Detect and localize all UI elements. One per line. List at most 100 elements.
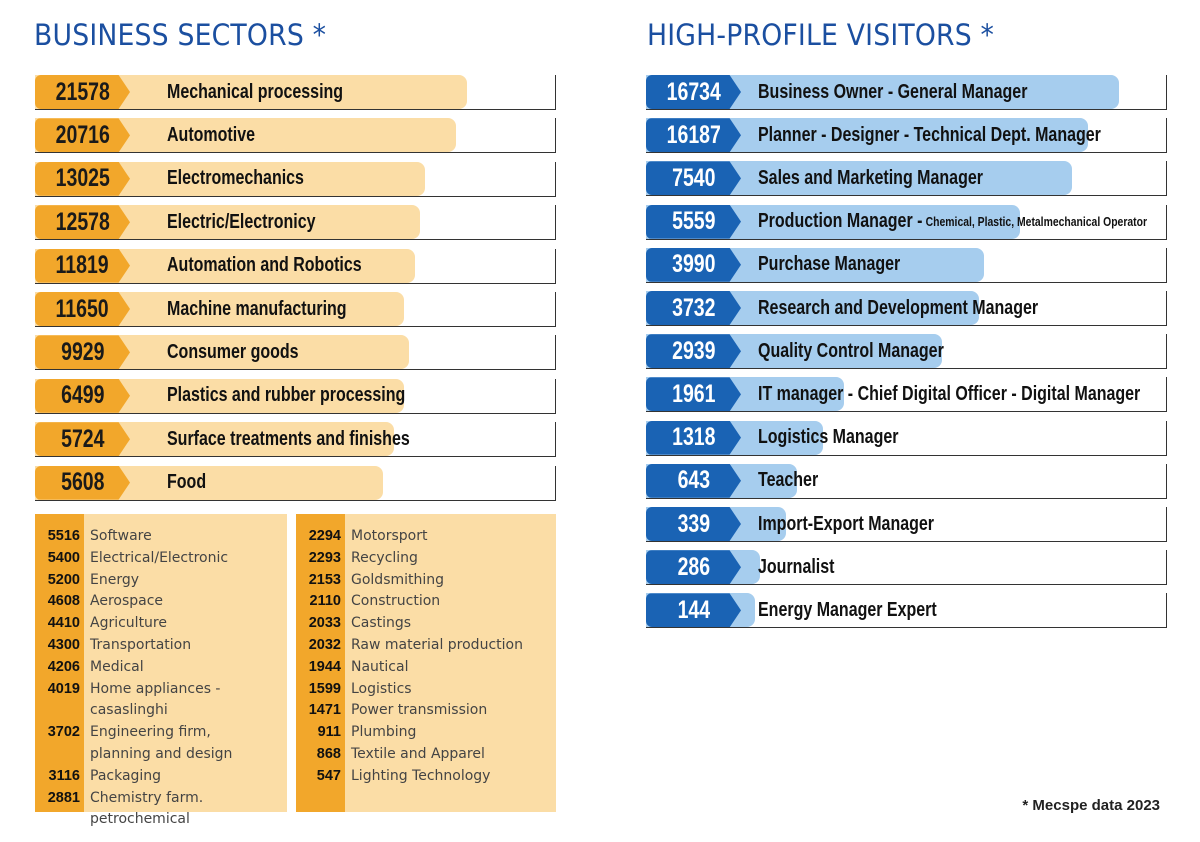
value-badge: 12578 (35, 205, 130, 240)
list-item: 868 Textile and Apparel (296, 744, 556, 766)
sector-label: Castings (351, 615, 412, 632)
sector-value: 1599 (308, 680, 341, 697)
chart-row: 12578 Electric/Electronicy (35, 205, 556, 241)
chart-row: 5559 Production Manager - Chemical, Plasti… (646, 204, 1167, 240)
list-item: 2294 Motorsport (296, 526, 556, 548)
value-label: 5724 (60, 424, 105, 453)
value-label: 5608 (60, 468, 105, 497)
value-badge: 21578 (35, 75, 130, 109)
sector-value: 2881 (47, 789, 80, 806)
category-label: Logistics Manager (758, 426, 899, 449)
sector-label: Chemistry farm. petrochemical (90, 789, 204, 828)
value-badge: 16734 (646, 75, 741, 109)
chart-row: 2939 Quality Control Manager (646, 334, 1167, 370)
value-label: 21578 (55, 77, 110, 106)
sector-value: 1944 (308, 658, 341, 675)
chart-row: 9929 Consumer goods (35, 335, 556, 371)
value-badge: 286 (646, 550, 741, 585)
value-badge: 6499 (35, 378, 130, 413)
category-label: Journalist (758, 555, 835, 578)
sector-value: 2294 (308, 528, 341, 544)
sector-value: 2032 (308, 636, 341, 653)
list-item: 4608 Aerospace (35, 591, 287, 613)
sector-value: 4019 (47, 680, 80, 697)
category-label: Consumer goods (167, 340, 299, 363)
other-sectors-panel-left: 5516 Software 5400 Electrical/Electronic 520… (35, 514, 287, 827)
list-item: 2881 Chemistry farm. petrochemical (35, 788, 287, 832)
value-badge: 13025 (35, 161, 130, 196)
sector-label: Plumbing (351, 724, 417, 741)
list-item: 5516 Software (35, 526, 287, 548)
value-label: 339 (677, 509, 710, 538)
visitors-title: HIGH-PROFILE VISITORS * (647, 18, 995, 52)
value-badge: 9929 (35, 335, 130, 370)
category-label: Surface treatments and finishes (167, 427, 410, 450)
sector-label: Construction (351, 593, 441, 610)
value-label: 11650 (55, 294, 110, 323)
category-label: Machine manufacturing (167, 297, 347, 320)
value-label: 9929 (60, 337, 105, 366)
value-badge: 16187 (646, 118, 741, 153)
chart-row: 11819 Automation and Robotics (35, 248, 556, 284)
category-label: Production Manager - Chemical, Plastic, M… (758, 210, 1148, 233)
chart-row: 1961 IT manager - Chief Digital Officer -… (646, 377, 1167, 413)
value-label: 1961 (671, 379, 716, 408)
sector-value: 4300 (47, 636, 80, 653)
sector-value: 2033 (308, 615, 341, 632)
list-item: 2032 Raw material production (296, 635, 556, 657)
list-item: 5400 Electrical/Electronic (35, 548, 287, 570)
category-label: Energy Manager Expert (758, 598, 937, 621)
list-item: 2153 Goldsmithing (296, 570, 556, 592)
sector-label: Motorsport (351, 528, 428, 544)
value-badge: 643 (646, 463, 741, 498)
value-label: 643 (677, 466, 710, 495)
sector-label: Medical (90, 658, 144, 675)
sector-label: Lighting Technology (351, 767, 491, 784)
value-badge: 3732 (646, 291, 741, 325)
value-label: 5559 (671, 207, 716, 236)
chart-row: 643 Teacher (646, 463, 1167, 499)
category-label: Business Owner - General Manager (758, 80, 1028, 103)
value-label: 12578 (55, 207, 110, 236)
list-item: 5200 Energy (35, 570, 287, 592)
chart-row: 3732 Research and Development Manager (646, 291, 1167, 326)
value-label: 16734 (666, 77, 721, 106)
sector-label: Transportation (90, 636, 192, 653)
value-badge: 11819 (35, 248, 130, 283)
category-label: Teacher (758, 469, 819, 492)
sector-label: Engineering firm, planning and design (90, 724, 233, 762)
category-label: Planner - Designer - Technical Dept. Man… (758, 123, 1101, 146)
chart-row: 20716 Automotive (35, 118, 556, 154)
sector-label: Logistics (351, 680, 412, 697)
category-label: Quality Control Manager (758, 339, 944, 362)
category-label: Purchase Manager (758, 253, 901, 276)
chart-row: 1318 Logistics Manager (646, 420, 1167, 456)
sector-value: 547 (316, 767, 341, 784)
sector-label: Recycling (351, 549, 418, 566)
list-item: 2293 Recycling (296, 548, 556, 570)
sector-value: 5200 (47, 571, 80, 588)
footnote: * Mecspe data 2023 (1022, 797, 1160, 814)
chart-row: 7540 Sales and Marketing Manager (646, 161, 1167, 197)
sector-value: 3702 (47, 724, 80, 741)
value-badge: 339 (646, 507, 741, 541)
list-item: 2033 Castings (296, 613, 556, 635)
chart-row: 286 Journalist (646, 550, 1167, 586)
value-badge: 7540 (646, 161, 741, 196)
sector-value: 2293 (308, 549, 341, 566)
sector-label: Power transmission (351, 702, 488, 719)
value-label: 11819 (55, 251, 110, 280)
value-label: 2939 (671, 336, 716, 365)
sector-label: Nautical (351, 658, 409, 675)
sector-value: 5516 (47, 528, 80, 544)
category-label: Automotive (167, 123, 255, 146)
value-badge: 3990 (646, 247, 741, 282)
sector-value: 2153 (308, 571, 341, 588)
chart-row: 13025 Electromechanics (35, 161, 556, 197)
value-badge: 5608 (35, 465, 130, 500)
sector-label: Aerospace (90, 593, 164, 610)
value-label: 144 (677, 595, 710, 624)
sector-label: Textile and Apparel (351, 745, 485, 762)
sector-label: Energy (90, 571, 140, 588)
value-badge: 1318 (646, 420, 741, 455)
